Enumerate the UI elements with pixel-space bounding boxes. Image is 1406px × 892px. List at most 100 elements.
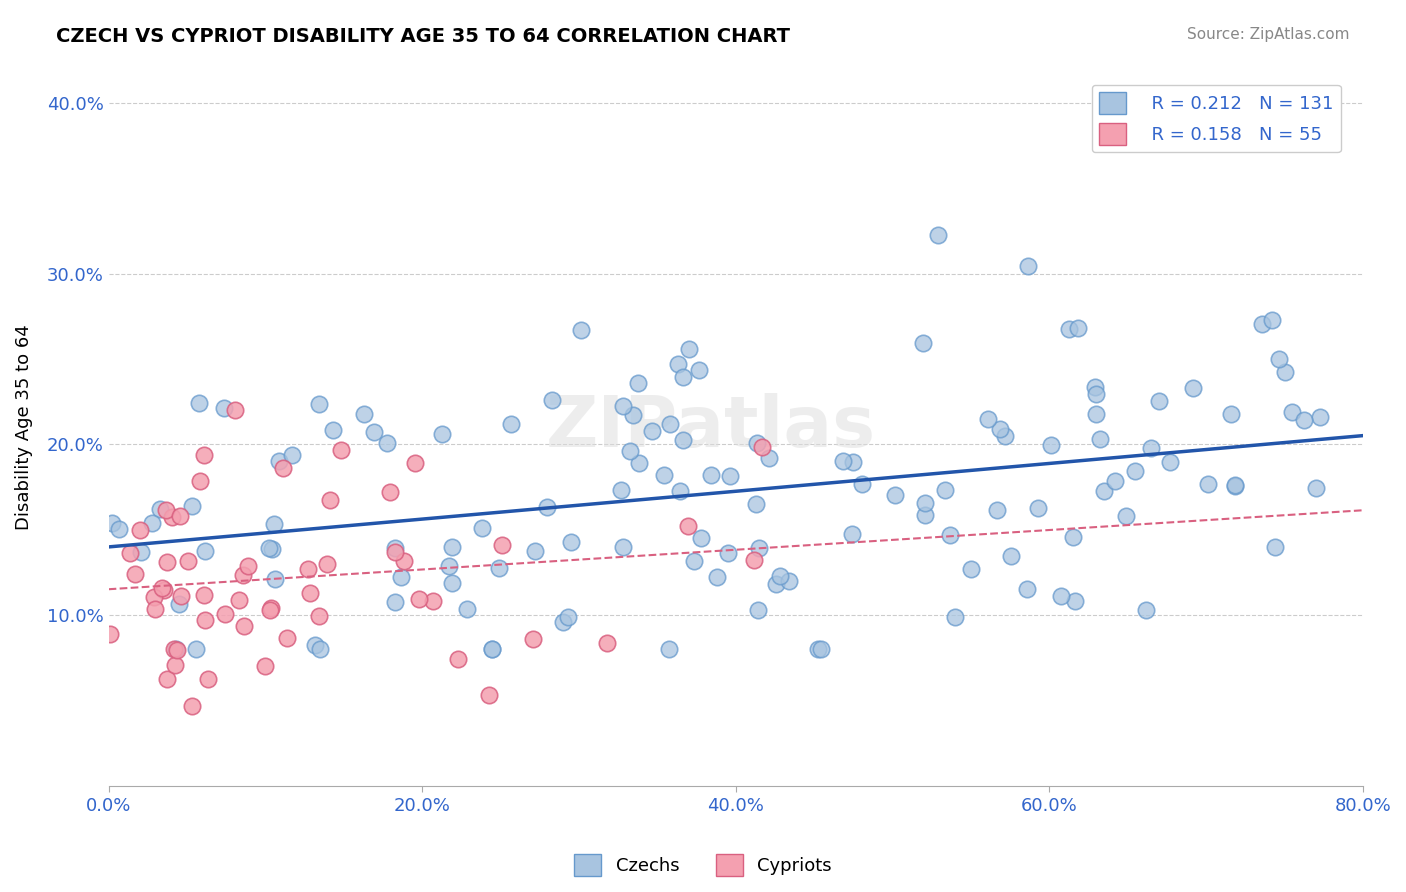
- Point: [156, 555, 179, 569]
- Point: [654, 468, 676, 483]
- Point: [939, 528, 962, 542]
- Point: [193, 588, 215, 602]
- Point: [1115, 508, 1137, 523]
- Point: [551, 615, 574, 629]
- Point: [1000, 549, 1022, 563]
- Point: [194, 613, 217, 627]
- Point: [1084, 386, 1107, 401]
- Point: [626, 376, 648, 391]
- Point: [669, 484, 692, 499]
- Point: [380, 485, 402, 500]
- Point: [986, 503, 1008, 517]
- Point: [1305, 482, 1327, 496]
- Point: [363, 425, 385, 439]
- Point: [745, 436, 768, 450]
- Point: [988, 422, 1011, 436]
- Point: [143, 602, 166, 616]
- Point: [440, 540, 463, 554]
- Point: [807, 642, 830, 657]
- Point: [297, 562, 319, 576]
- Point: [569, 323, 592, 337]
- Point: [129, 545, 152, 559]
- Point: [439, 559, 461, 574]
- Point: [180, 698, 202, 713]
- Point: [228, 592, 250, 607]
- Point: [1250, 318, 1272, 332]
- Point: [912, 335, 935, 350]
- Point: [612, 399, 634, 413]
- Point: [1309, 409, 1331, 424]
- Point: [166, 643, 188, 657]
- Legend:   R = 0.212   N = 131,   R = 0.158   N = 55: R = 0.212 N = 131, R = 0.158 N = 55: [1091, 85, 1341, 153]
- Point: [1260, 313, 1282, 327]
- Point: [315, 557, 337, 571]
- Point: [384, 595, 406, 609]
- Legend: Czechs, Cypriots: Czechs, Cypriots: [567, 847, 839, 883]
- Point: [666, 357, 689, 371]
- Point: [184, 642, 207, 657]
- Point: [976, 412, 998, 426]
- Point: [259, 603, 281, 617]
- Point: [165, 642, 187, 657]
- Point: [751, 440, 773, 454]
- Point: [273, 460, 295, 475]
- Point: [254, 658, 277, 673]
- Point: [765, 576, 787, 591]
- Point: [960, 562, 983, 576]
- Point: [257, 541, 280, 555]
- Point: [384, 545, 406, 559]
- Point: [167, 597, 190, 611]
- Point: [641, 424, 664, 438]
- Point: [1017, 260, 1039, 274]
- Point: [718, 469, 741, 483]
- Point: [231, 568, 253, 582]
- Point: [1092, 483, 1115, 498]
- Point: [700, 468, 723, 483]
- Point: [1123, 464, 1146, 478]
- Point: [717, 546, 740, 560]
- Point: [1159, 455, 1181, 469]
- Point: [375, 435, 398, 450]
- Point: [177, 554, 200, 568]
- Point: [153, 582, 176, 597]
- Point: [747, 602, 769, 616]
- Point: [188, 475, 211, 489]
- Text: Source: ZipAtlas.com: Source: ZipAtlas.com: [1187, 27, 1350, 42]
- Point: [524, 543, 547, 558]
- Point: [1057, 322, 1080, 336]
- Point: [883, 488, 905, 502]
- Point: [408, 592, 430, 607]
- Point: [214, 607, 236, 622]
- Point: [155, 502, 177, 516]
- Point: [536, 500, 558, 514]
- Point: [610, 483, 633, 498]
- Point: [269, 454, 291, 468]
- Point: [1015, 582, 1038, 597]
- Point: [404, 456, 426, 470]
- Point: [628, 456, 651, 470]
- Point: [236, 559, 259, 574]
- Point: [1281, 405, 1303, 419]
- Point: [193, 448, 215, 462]
- Point: [156, 672, 179, 686]
- Point: [612, 541, 634, 555]
- Point: [540, 393, 562, 408]
- Point: [621, 408, 644, 422]
- Point: [319, 493, 342, 508]
- Point: [841, 527, 863, 541]
- Point: [1220, 407, 1243, 421]
- Point: [263, 517, 285, 532]
- Point: [706, 570, 728, 584]
- Point: [778, 574, 800, 588]
- Point: [98, 627, 121, 641]
- Point: [619, 443, 641, 458]
- Point: [1268, 352, 1291, 367]
- Point: [1274, 365, 1296, 379]
- Point: [1088, 433, 1111, 447]
- Point: [1039, 438, 1062, 452]
- Point: [994, 429, 1017, 443]
- Point: [522, 632, 544, 646]
- Point: [1063, 594, 1085, 608]
- Point: [557, 610, 579, 624]
- Point: [842, 455, 865, 469]
